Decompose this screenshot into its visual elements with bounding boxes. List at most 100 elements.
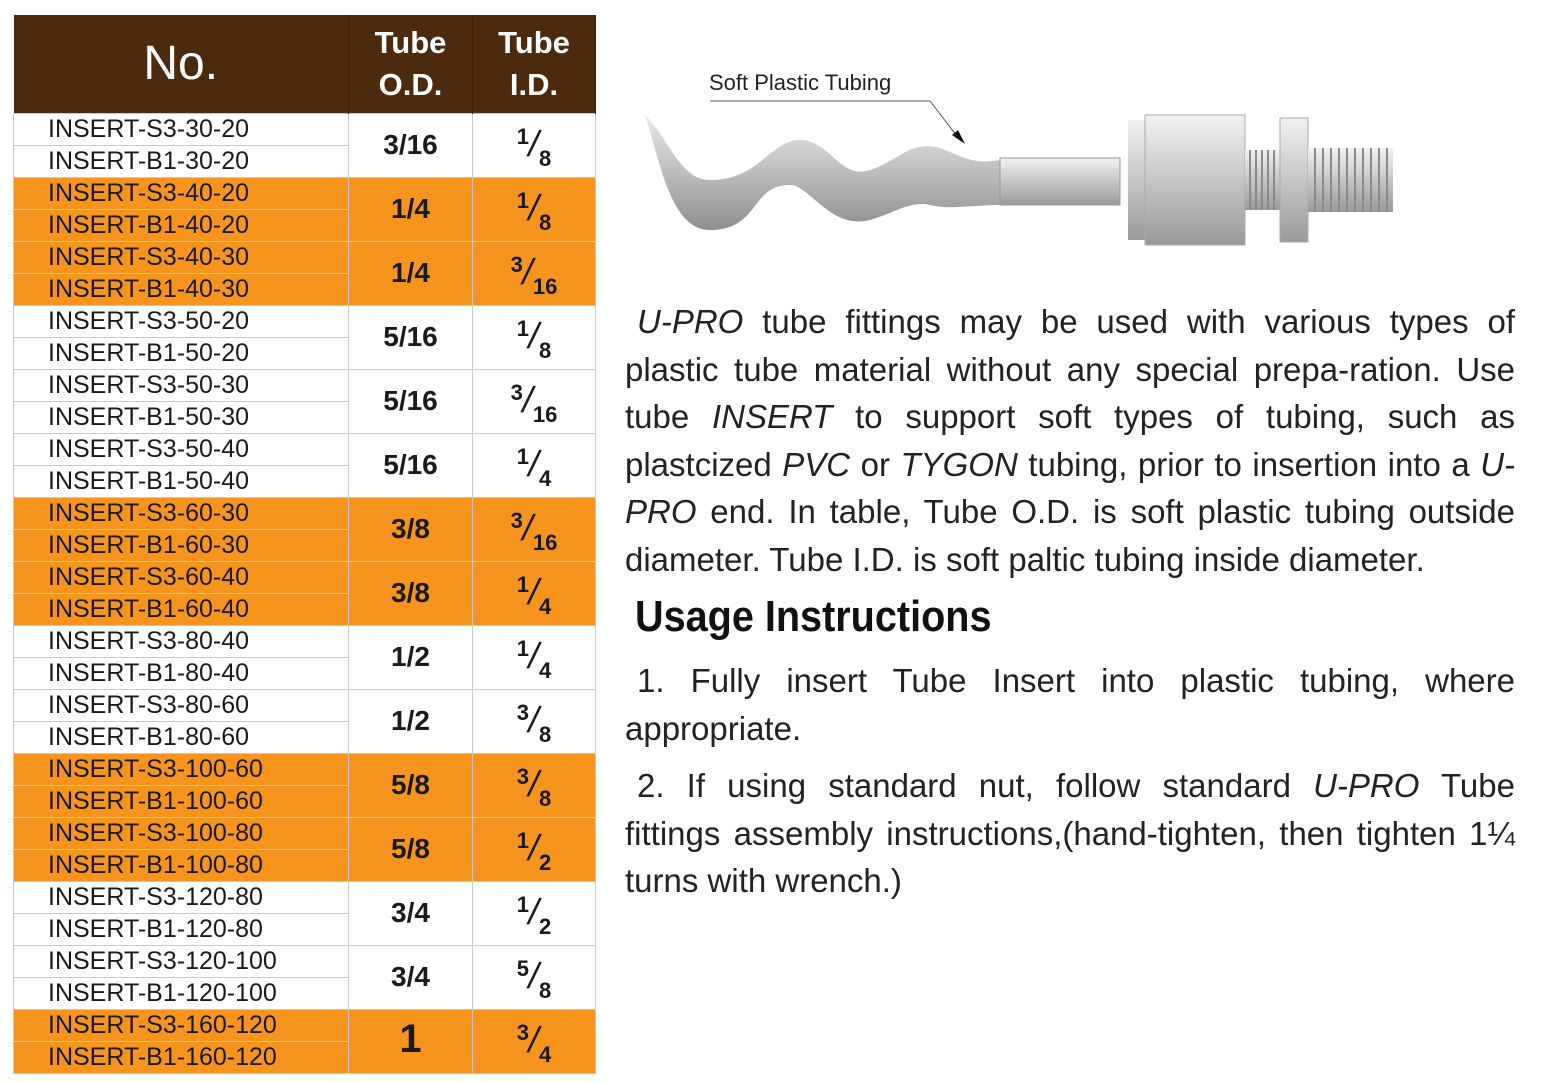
- table-row: INSERT-B1-120-100: [13, 977, 596, 1010]
- part-number: INSERT-B1-60-30: [13, 529, 349, 562]
- fraction-value: 3/16: [510, 506, 558, 555]
- fraction-value: 3/8: [516, 762, 552, 811]
- part-number: INSERT-S3-30-20: [13, 113, 349, 146]
- fraction-value: 3/4: [391, 897, 430, 928]
- table-header: No. Tube O.D. Tube I.D.: [13, 15, 596, 114]
- tube-id-cell: 3/8: [472, 753, 596, 818]
- tube-id-cell: 1/8: [472, 113, 596, 178]
- part-number: INSERT-S3-120-100: [13, 945, 349, 978]
- fraction-value: 3/16: [510, 250, 558, 299]
- part-number: INSERT-B1-50-40: [13, 465, 349, 498]
- table-row: INSERT-S3-120-100 3/4 5/8: [13, 945, 596, 1010]
- part-number: INSERT-S3-60-30: [13, 497, 349, 530]
- part-number: INSERT-B1-50-30: [13, 401, 349, 434]
- tube-od-cell: 1/2: [348, 625, 473, 690]
- table-row: INSERT-S3-40-20 1/4 1/8: [13, 177, 596, 242]
- part-number: INSERT-S3-50-40: [13, 433, 349, 466]
- fraction-value: 5/16: [383, 385, 438, 416]
- tube-id-cell: 1/4: [472, 625, 596, 690]
- tube-od-cell: 5/16: [348, 305, 473, 370]
- tube-id-cell: 1/4: [472, 561, 596, 626]
- table-row: INSERT-S3-50-20 5/16 1/8: [13, 305, 596, 370]
- table-row: INSERT-B1-160-120: [13, 1041, 596, 1074]
- tube-od-cell: 5/16: [348, 369, 473, 434]
- table-row: INSERT-S3-50-40 5/16 1/4: [13, 433, 596, 498]
- part-number: INSERT-S3-100-80: [13, 817, 349, 850]
- emphasized-text: INSERT: [711, 398, 833, 435]
- fraction-value: 1/2: [516, 890, 552, 939]
- tube-od-cell: 1: [348, 1009, 473, 1074]
- fraction-value: 1/8: [516, 314, 552, 363]
- part-number: INSERT-B1-30-20: [13, 145, 349, 178]
- fraction-value: 3/8: [391, 513, 430, 544]
- part-number: INSERT-B1-160-120: [13, 1041, 349, 1074]
- fraction-value: 5/16: [383, 449, 438, 480]
- table-row: INSERT-S3-100-80 5/8 1/2: [13, 817, 596, 882]
- usage-heading: Usage Instructions: [635, 592, 992, 641]
- tube-id-cell: 1/2: [472, 817, 596, 882]
- table-row: INSERT-B1-60-30: [13, 529, 596, 562]
- tube-od-cell: 5/16: [348, 433, 473, 498]
- table-row: INSERT-B1-50-30: [13, 401, 596, 434]
- emphasized-text: TYGON: [900, 445, 1018, 483]
- fraction-value: 3/8: [391, 577, 430, 608]
- tube-od-cell: 3/16: [348, 113, 473, 178]
- text-segment: tubing, prior to insertion into a: [1017, 445, 1481, 483]
- header-tube-id: Tube I.D.: [472, 15, 596, 114]
- table-row: INSERT-B1-40-20: [13, 209, 596, 242]
- tube-od-cell: 5/8: [348, 753, 473, 818]
- tube-od-cell: 3/4: [348, 881, 473, 946]
- fraction-value: 1/4: [516, 570, 552, 619]
- tube-id-cell: 3/4: [472, 1009, 596, 1074]
- part-number: INSERT-B1-120-100: [13, 977, 349, 1010]
- header-od-line2: O.D.: [378, 67, 443, 102]
- part-number: INSERT-B1-40-30: [13, 273, 349, 306]
- fraction-value: 1/4: [516, 442, 552, 491]
- part-number: INSERT-B1-60-40: [13, 593, 349, 626]
- table-row: INSERT-S3-50-30 5/16 3/16: [13, 369, 596, 434]
- fraction-value: 3/4: [391, 961, 430, 992]
- fraction-value: 5/16: [383, 321, 438, 352]
- text-segment: or: [850, 445, 901, 483]
- header-od-line1: Tube: [374, 25, 447, 60]
- fraction-value: 1/8: [516, 186, 552, 235]
- tube-id-cell: 1/4: [472, 433, 596, 498]
- tube-od-cell: 3/8: [348, 561, 473, 626]
- fraction-value: 1: [399, 1016, 422, 1061]
- text-segment: to support soft types of tubing, such as…: [625, 398, 1515, 483]
- table-row: INSERT-B1-60-40: [13, 593, 596, 626]
- fraction-value: 3/4: [516, 1018, 552, 1067]
- text-segment: Tube fittings assembly instructions,(han…: [625, 767, 1515, 899]
- part-number: INSERT-S3-80-60: [13, 689, 349, 722]
- part-number: INSERT-S3-50-20: [13, 305, 349, 338]
- fraction-value: 1/4: [391, 257, 430, 288]
- fraction-value: 5/8: [391, 833, 430, 864]
- text-segment: 1. Fully insert Tube Insert into plastic…: [625, 662, 1515, 747]
- part-number: INSERT-S3-120-80: [13, 881, 349, 914]
- fraction-value: 1/4: [391, 193, 430, 224]
- table-row: INSERT-B1-100-60: [13, 785, 596, 818]
- part-number: INSERT-S3-40-20: [13, 177, 349, 210]
- part-number: INSERT-B1-50-20: [13, 337, 349, 370]
- table-row: INSERT-S3-30-20 3/16 1/8: [13, 113, 596, 178]
- part-number: INSERT-B1-100-60: [13, 785, 349, 818]
- emphasized-text: U-PRO: [637, 303, 744, 340]
- part-number: INSERT-S3-100-60: [13, 753, 349, 786]
- tube-od-cell: 1/4: [348, 241, 473, 306]
- tube-od-cell: 1/2: [348, 689, 473, 754]
- part-number: INSERT-B1-100-80: [13, 849, 349, 882]
- part-number: INSERT-S3-50-30: [13, 369, 349, 402]
- tube-id-cell: 3/16: [472, 241, 596, 306]
- table-row: INSERT-B1-100-80: [13, 849, 596, 882]
- tube-id-cell: 3/8: [472, 689, 596, 754]
- text-segment: end. In table, Tube O.D. is soft plastic…: [625, 493, 1515, 578]
- emphasized-text: U-PRO: [1313, 767, 1420, 804]
- fraction-value: 3/16: [510, 378, 558, 427]
- tube-od-cell: 1/4: [348, 177, 473, 242]
- table-row: INSERT-S3-60-30 3/8 3/16: [13, 497, 596, 562]
- table-row: INSERT-S3-120-80 3/4 1/2: [13, 881, 596, 946]
- text-segment: tube fittings may be used with various t…: [625, 303, 1515, 435]
- table-row: INSERT-B1-120-80: [13, 913, 596, 946]
- tube-od-cell: 3/4: [348, 945, 473, 1010]
- fraction-value: 1/2: [391, 641, 430, 672]
